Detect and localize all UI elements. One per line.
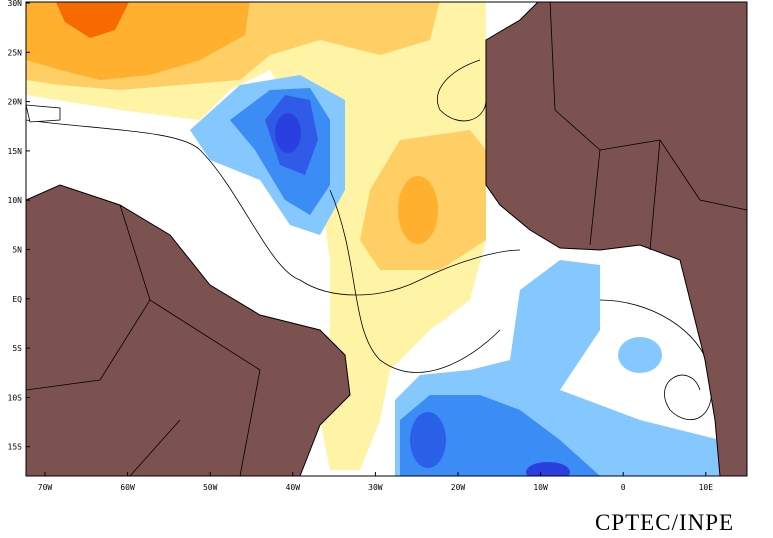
- lat-label: 15N: [8, 147, 23, 156]
- lon-label: 60W: [120, 483, 135, 492]
- anomaly-negative: [618, 337, 662, 373]
- land-caribbean: [26, 104, 61, 123]
- lat-label: 20N: [8, 98, 23, 107]
- lat-label: 25N: [8, 48, 23, 57]
- lat-label: 5N: [12, 246, 22, 255]
- map-frame: [25, 1, 748, 477]
- lon-label: 10W: [533, 483, 548, 492]
- land-africa: [485, 2, 747, 476]
- borders: [26, 2, 747, 476]
- anomaly-positive: [55, 2, 129, 38]
- credit: CPTEC/INPE: [595, 510, 734, 535]
- anomaly-positive: [26, 2, 486, 470]
- anomaly-negative: [526, 462, 570, 476]
- lon-label: 50W: [203, 483, 218, 492]
- lon-axis: 70W 60W 50W 40W 30W 20W 10W 0 10E: [38, 472, 713, 492]
- anomaly-negative: [275, 113, 301, 153]
- lon-label: 40W: [286, 483, 301, 492]
- anomaly-negative: [400, 395, 600, 476]
- lon-label: 20W: [451, 483, 466, 492]
- lat-label: 5S: [12, 344, 22, 353]
- lon-label: 70W: [38, 483, 53, 492]
- lat-label: 10S: [8, 393, 23, 402]
- lat-label: EQ: [12, 295, 22, 304]
- lat-label: 15S: [8, 443, 23, 452]
- anomaly-positive: [398, 176, 438, 244]
- lon-label: 0: [621, 483, 626, 492]
- lon-label: 10E: [699, 483, 714, 492]
- lat-label: 30N: [8, 0, 23, 8]
- lat-axis: 30N 25N 20N 15N 10N 5N EQ 5S 10S 15S: [8, 0, 30, 452]
- lon-label: 30W: [368, 483, 383, 492]
- lat-label: 10N: [8, 196, 23, 205]
- map-field: [26, 2, 747, 476]
- anomaly-negative: [410, 412, 446, 468]
